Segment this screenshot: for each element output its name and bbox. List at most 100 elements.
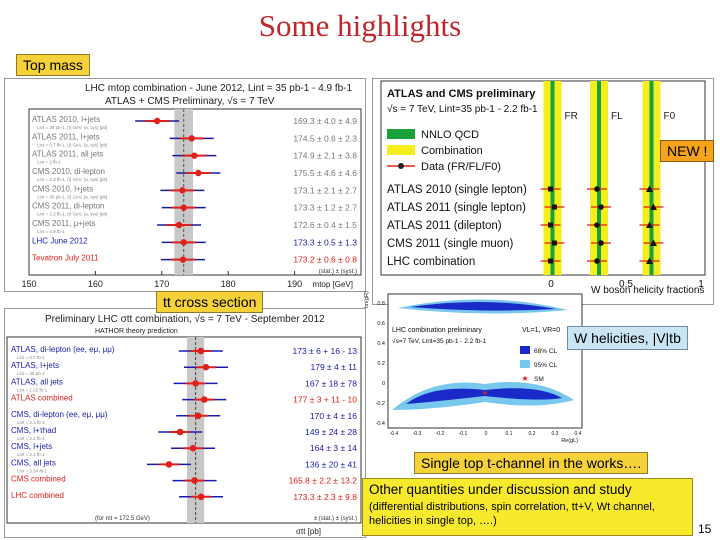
wh-fraction-label: F0 — [664, 111, 676, 122]
other-quantities-note: Other quantities under discussion and st… — [362, 478, 693, 536]
wc-ytick-label: 0.4 — [377, 341, 385, 347]
top-mass-label: Top mass — [16, 54, 90, 76]
w-helicities-label: W helicities, |V|tb — [567, 326, 688, 350]
mt-xtick-label: 170 — [154, 279, 169, 289]
wh-data-point — [650, 239, 657, 246]
tt-entry-sublabel: Lint = 2.3 fb-1 — [17, 420, 45, 425]
tt-entry-value: 167 ± 18 ± 78 — [305, 378, 357, 388]
wc-xtick-label: -0.4 — [390, 431, 399, 437]
wh-legend-label: Data (FR/FL/F0) — [421, 161, 501, 173]
mt-data-point — [195, 169, 202, 177]
wh-entry-label: ATLAS 2011 (dilepton) — [387, 220, 502, 232]
wh-data-point — [548, 222, 553, 228]
slide-title: Some highlights — [258, 8, 462, 43]
wh-data-point — [598, 240, 604, 246]
gl-gr-contour-panel: ★ 68% CL 95% CL ★ SM 0.8 0.6 0.4 0.2 0 -0.2 -0.4 -0.… — [362, 288, 588, 444]
tt-chart-title: Preliminary LHC σtt combination, √s = 7 … — [45, 313, 325, 325]
wc-ytick-label: 0 — [382, 381, 385, 387]
wh-data-point — [594, 222, 600, 228]
tt-entry-value: 136 ± 20 ± 41 — [305, 459, 357, 469]
tt-entry-label: ATLAS, di-lepton (ee, eμ, μμ) — [11, 345, 115, 354]
tt-entry-value: 179 ± 4 ± 11 — [310, 362, 357, 372]
tt-data-point — [202, 363, 210, 371]
wh-entry-label: ATLAS 2011 (single lepton) — [387, 202, 526, 214]
tt-entry-label: CMS, di-lepton (ee, eμ, μμ) — [11, 410, 108, 419]
new-badge: NEW ! — [660, 140, 715, 162]
wh-data-point — [548, 186, 553, 192]
mt-entry-label: CMS 2011, μ+jets — [32, 219, 95, 228]
tt-entry-value: 149 ± 24 ± 28 — [305, 427, 357, 437]
wh-data-point — [552, 240, 557, 246]
tt-data-point — [189, 444, 197, 452]
mt-data-point — [175, 221, 183, 229]
mt-entry-sublabel: Lint = 2.3 fb-1, (t) GeV, (a, sys) [pb] — [37, 212, 107, 217]
mt-entry-label: CMS 2010, di-lepton — [32, 167, 105, 176]
tt-entry-label: ATLAS, all jets — [11, 377, 63, 386]
mt-xtick-label: 190 — [287, 279, 302, 289]
mt-entry-value: 175.5 ± 4.6 ± 4.6 — [293, 168, 357, 178]
wc-ytick-label: 0.2 — [377, 361, 385, 367]
tt-entry-sublabel: Lint = 2.2 fb-1 — [17, 436, 45, 441]
tt-mass-note: (for mt = 172.5 GeV) — [95, 516, 150, 522]
wh-data-point — [650, 203, 657, 210]
tt-footnote: ± (stat.) ± (syst.) — [314, 516, 357, 522]
wc-xtick-label: 0.4 — [575, 431, 582, 437]
wc-ytick-label: -0.2 — [376, 401, 385, 407]
tt-xsec-chart: Preliminary LHC σtt combination, √s = 7 … — [6, 313, 362, 536]
mt-xtick-label: 160 — [88, 279, 103, 289]
mt-entry-value: 173.3 ± 1.2 ± 2.7 — [293, 203, 357, 213]
wc-legend-label: SM — [534, 376, 544, 383]
tt-entry-label: CMS, all jets — [11, 458, 56, 467]
wh-data-point — [548, 258, 553, 264]
tt-entry-label: ATLAS, l+jets — [11, 361, 59, 370]
wc-ytick-label: -0.4 — [376, 421, 385, 427]
tt-data-point — [200, 396, 208, 403]
wc-ytick-label: 0.8 — [377, 301, 385, 307]
wh-fraction-label: FL — [611, 111, 623, 122]
wh-xtick-label: 1 — [698, 279, 704, 290]
tt-data-point — [194, 412, 202, 420]
wh-data-point — [594, 258, 600, 264]
wh-entry-label: ATLAS 2010 (single lepton) — [387, 184, 527, 196]
wc-68cl-contour-top — [410, 301, 556, 311]
wc-legend-label: 68% CL — [534, 348, 558, 355]
mt-entry-label: ATLAS 2011, l+jets — [32, 132, 100, 141]
mt-entry-value: 169.3 ± 4.0 ± 4.9 — [293, 116, 357, 126]
mt-data-point — [191, 152, 198, 159]
mt-entry-sublabel: Lint = 35 pb-1, (t) GeV, (a, sys) [pb] — [37, 125, 107, 130]
wc-xtick-label: -0.3 — [413, 431, 422, 437]
tt-entry-sublabel: Lint = 1.02 fb-1 — [17, 387, 48, 392]
wh-fraction-label: FR — [565, 111, 578, 122]
tt-entry-label: CMS, l+jets — [11, 442, 52, 451]
mt-plot-frame — [28, 108, 362, 276]
wh-xtick-label: 0 — [548, 279, 554, 290]
mt-data-point — [188, 135, 195, 142]
tt-entry-value: 173 ± 6 + 16 - 13 — [293, 346, 358, 356]
tt-data-point — [197, 347, 205, 355]
wh-entry-label: LHC combination — [387, 256, 475, 268]
wc-xtick-label: 0.1 — [506, 431, 513, 437]
wh-xlabel: W boson helicity fractions — [591, 285, 704, 296]
mt-entry-label: ATLAS 2011, all jets — [32, 150, 103, 159]
w-helicities-label-text: W helicities, |V|tb — [574, 330, 681, 346]
wc-xtick-label: -0.2 — [436, 431, 445, 437]
wh-data-point — [552, 204, 557, 210]
wh-legend-label: Combination — [421, 145, 483, 157]
tt-data-point — [176, 428, 184, 436]
tt-entry-value: 165.8 ± 2.2 ± 13.2 — [289, 476, 358, 486]
tt-entry-label: LHC combined — [11, 491, 64, 500]
wh-nnlo-band — [550, 81, 555, 275]
mt-entry-value: 172.6 ± 0.4 ± 1.5 — [293, 220, 357, 230]
tt-xsec-label: tt cross section — [156, 291, 264, 313]
wc-xtick-label: 0.2 — [529, 431, 536, 437]
wc-ylabel: Im(gR) — [364, 291, 370, 308]
wc-sm-marker: ★ — [482, 389, 488, 397]
mt-entry-label: CMS 2010, l+jets — [32, 184, 93, 193]
mt-entry-sublabel: Lint = 2 fb-1 — [37, 160, 61, 165]
w-helicity-chart-panel: FR FL F0 NNLO QCD Combination Data (FR/FL/F0)… — [372, 78, 714, 305]
other-quantities-detail: (differential distributions, spin correl… — [369, 501, 655, 528]
wh-legend-swatch — [387, 129, 415, 139]
wh-xtick-label: 0.5 — [619, 279, 633, 290]
tt-entry-sublabel: Lint = 3.54 fb-1 — [17, 468, 48, 473]
wh-energy: √s = 7 TeV, Lint=35 pb-1 - 2.2 fb-1 — [387, 103, 538, 115]
